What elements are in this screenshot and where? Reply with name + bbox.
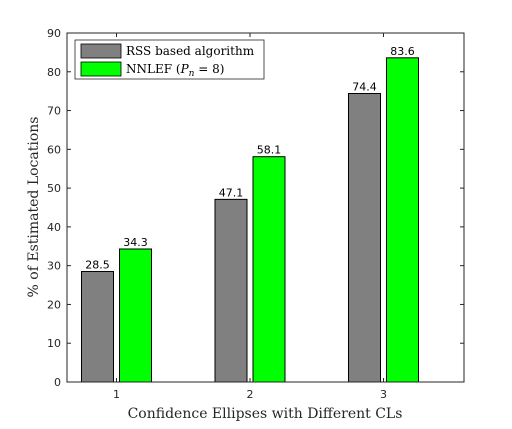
y-tick-label: 90 [47, 27, 61, 40]
y-tick-label: 40 [47, 221, 61, 234]
y-tick-label: 80 [47, 66, 61, 79]
data-label-s0-c1: 47.1 [219, 186, 244, 199]
legend-label-rss: RSS based algorithm [126, 44, 255, 58]
legend-swatch-nnlef [80, 61, 122, 77]
legend: RSS based algorithm NNLEF (Pn = 8) [74, 39, 265, 80]
data-label-s0-c0: 28.5 [85, 258, 110, 271]
y-ticks-group: 0 10 20 30 40 50 60 70 80 90 [47, 27, 464, 389]
data-label-s0-c2: 74.4 [352, 80, 377, 93]
x-tick-label: 3 [380, 388, 387, 401]
y-axis-label: % of Estimated Locations [26, 117, 42, 298]
y-tick-label: 10 [47, 337, 61, 350]
y-tick-label: 0 [54, 376, 61, 389]
data-label-s1-c0: 34.3 [123, 236, 148, 249]
bar-s1-c1 [252, 156, 286, 383]
bars-group [81, 57, 419, 383]
y-tick-label: 50 [47, 182, 61, 195]
bar-s1-c2 [386, 57, 419, 383]
data-label-s1-c2: 83.6 [390, 45, 415, 58]
data-labels-group: 28.5 34.3 47.1 58.1 74.4 83.6 [85, 45, 415, 272]
bar-s0-c1 [214, 198, 248, 383]
x-ticks-group: 1 2 3 [113, 33, 387, 401]
data-label-s1-c1: 58.1 [257, 144, 282, 157]
x-axis-label: Confidence Ellipses with Different CLs [128, 406, 403, 422]
y-tick-label: 20 [47, 298, 61, 311]
y-tick-label: 30 [47, 260, 61, 273]
axes-box [66, 32, 465, 383]
bar-s0-c2 [348, 92, 381, 383]
y-tick-label: 60 [47, 143, 61, 156]
legend-label-nnlef: NNLEF (Pn = 8) [126, 62, 224, 79]
y-tick-label: 70 [47, 105, 61, 118]
x-tick-label: 2 [247, 388, 254, 401]
bar-s0-c0 [81, 270, 114, 383]
bar-s1-c0 [119, 248, 152, 383]
x-tick-label: 1 [113, 388, 120, 401]
legend-swatch-rss [80, 43, 122, 59]
